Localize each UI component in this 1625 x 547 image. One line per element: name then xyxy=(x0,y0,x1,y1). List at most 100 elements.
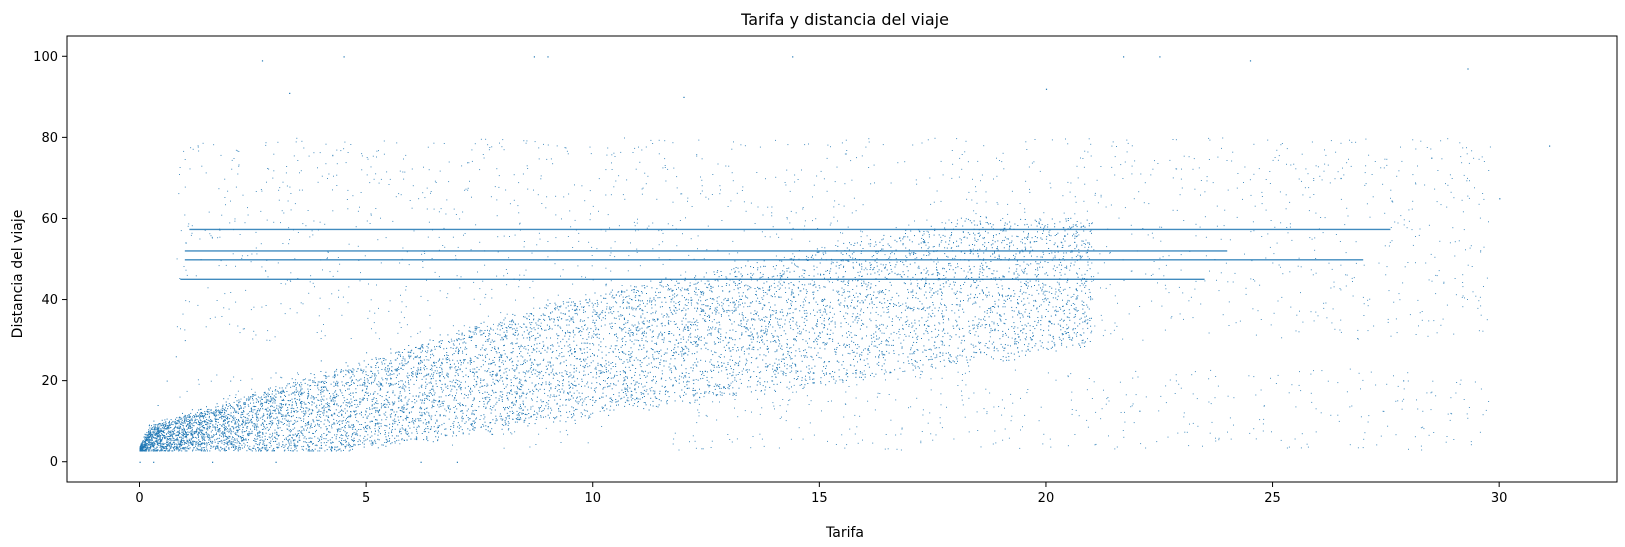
main-body-point xyxy=(859,371,861,372)
main-body-point xyxy=(239,447,241,449)
main-body-point xyxy=(221,448,223,450)
main-body-point xyxy=(651,387,653,388)
main-body-point xyxy=(201,442,203,444)
main-body-point xyxy=(667,314,669,316)
main-body-point xyxy=(866,358,868,360)
main-body-point xyxy=(1040,237,1042,239)
main-body-point xyxy=(571,352,573,354)
main-body-point xyxy=(556,395,558,397)
main-body-point xyxy=(402,428,404,430)
main-body-point xyxy=(778,359,780,361)
main-body-point xyxy=(601,357,603,359)
main-body-point xyxy=(235,432,237,434)
main-body-point xyxy=(293,422,295,424)
main-body-point xyxy=(363,384,365,386)
main-body-point xyxy=(229,440,231,442)
main-body-point xyxy=(391,435,393,437)
main-body-point xyxy=(638,305,640,307)
main-body-point xyxy=(167,428,169,430)
main-body-point xyxy=(179,442,181,444)
main-body-point xyxy=(288,434,290,436)
main-body-point xyxy=(1091,223,1093,225)
main-body-point xyxy=(168,437,170,439)
main-body-point xyxy=(294,391,295,393)
main-body-point xyxy=(462,410,463,412)
main-body-point xyxy=(338,421,340,423)
main-body-point xyxy=(291,430,292,432)
main-body-point xyxy=(876,253,878,254)
main-body-point xyxy=(854,258,856,259)
main-body-point xyxy=(348,385,350,387)
main-body-point xyxy=(342,410,344,412)
main-body-point xyxy=(287,449,289,451)
main-body-point xyxy=(675,379,677,381)
main-body-point xyxy=(691,353,693,355)
main-body-point xyxy=(395,368,397,370)
main-body-point xyxy=(1036,263,1038,265)
main-body-point xyxy=(706,305,708,307)
main-body-point xyxy=(566,365,567,367)
main-body-point xyxy=(861,300,863,302)
main-body-point xyxy=(521,327,523,328)
main-body-point xyxy=(1072,344,1074,346)
main-body-point xyxy=(846,253,847,255)
main-body-point xyxy=(471,362,472,363)
main-body-point xyxy=(151,446,153,448)
main-body-point xyxy=(191,428,193,430)
main-body-point xyxy=(305,410,307,412)
main-body-point xyxy=(541,410,543,412)
main-body-point xyxy=(1066,328,1068,330)
main-body-point xyxy=(570,348,572,350)
main-body-point xyxy=(397,416,399,418)
main-body-point xyxy=(749,302,751,304)
main-body-point xyxy=(917,307,919,309)
main-body-point xyxy=(374,378,376,380)
main-body-point xyxy=(168,448,170,450)
main-body-point xyxy=(1017,302,1019,303)
main-body-point xyxy=(897,273,899,275)
main-body-point xyxy=(828,281,830,283)
main-body-point xyxy=(1075,224,1077,226)
main-body-point xyxy=(492,362,494,363)
main-body-point xyxy=(881,340,883,342)
main-body-point xyxy=(513,321,515,323)
main-body-point xyxy=(931,294,933,296)
main-body-point xyxy=(878,350,880,352)
main-body-point xyxy=(809,302,810,304)
main-body-point xyxy=(907,297,909,299)
main-body-point xyxy=(812,378,814,380)
main-body-point xyxy=(639,345,641,347)
main-body-point xyxy=(933,345,935,347)
main-body-point xyxy=(936,272,938,273)
main-body-point xyxy=(410,355,412,357)
main-body-point xyxy=(705,321,707,322)
main-body-point xyxy=(642,300,643,302)
main-body-point xyxy=(625,393,627,395)
main-body-point xyxy=(761,339,763,341)
main-body-point xyxy=(295,421,297,423)
main-body-point xyxy=(745,317,747,318)
main-body-point xyxy=(376,419,378,421)
main-body-point xyxy=(241,430,243,432)
main-body-point xyxy=(477,357,479,359)
main-body-point xyxy=(272,450,274,452)
main-body-point xyxy=(150,433,152,435)
main-body-point xyxy=(979,248,981,250)
main-body-point xyxy=(221,432,223,434)
main-body-point xyxy=(419,407,421,409)
main-body-point xyxy=(221,425,223,426)
main-body-point xyxy=(626,400,628,402)
main-body-point xyxy=(307,392,309,394)
main-body-point xyxy=(982,299,984,301)
main-body-point xyxy=(153,450,155,452)
main-body-point xyxy=(857,279,859,281)
main-body-point xyxy=(247,422,249,424)
main-body-point xyxy=(195,443,197,445)
main-body-point xyxy=(954,294,956,295)
main-body-point xyxy=(566,374,568,375)
main-body-point xyxy=(590,328,592,330)
main-body-point xyxy=(641,362,643,364)
main-body-point xyxy=(186,417,188,418)
main-body-point xyxy=(825,311,826,313)
main-body-point xyxy=(905,255,907,257)
